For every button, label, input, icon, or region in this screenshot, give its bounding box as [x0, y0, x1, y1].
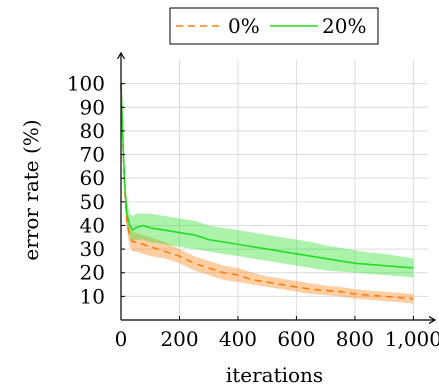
y-tick-label: 70 [80, 143, 105, 167]
grid [121, 60, 428, 320]
x-tick-label: 200 [160, 327, 198, 351]
y-tick-label: 40 [80, 213, 105, 237]
y-tick-label: 30 [80, 237, 105, 261]
series-lines [120, 83, 414, 300]
x-tick-label: 600 [277, 327, 315, 351]
line-series-0 [120, 83, 414, 300]
legend-label-0pct: 0% [228, 14, 260, 38]
y-tick-label: 20 [80, 261, 105, 285]
y-tick-label: 60 [80, 166, 105, 190]
y-tick-label: 80 [80, 119, 105, 143]
y-tick-label: 90 [80, 95, 105, 119]
legend-label-20pct: 20% [322, 14, 366, 38]
y-tick-label: 50 [80, 190, 105, 214]
x-tick-label: 400 [219, 327, 257, 351]
y-axis-label: error rate (%) [19, 119, 43, 260]
x-axis-label: iterations [226, 363, 323, 387]
x-tick-label: 0 [115, 327, 128, 351]
legend: 0% 20% [169, 7, 379, 45]
y-tick-label: 10 [80, 284, 105, 308]
axes [121, 54, 434, 320]
confidence-bands [121, 83, 414, 304]
band-series-1 [121, 83, 414, 278]
y-tick-label: 100 [67, 72, 105, 96]
line-series-1 [120, 83, 414, 269]
x-tick-label: 1,000 [385, 327, 439, 351]
x-tick-label: 800 [336, 327, 374, 351]
